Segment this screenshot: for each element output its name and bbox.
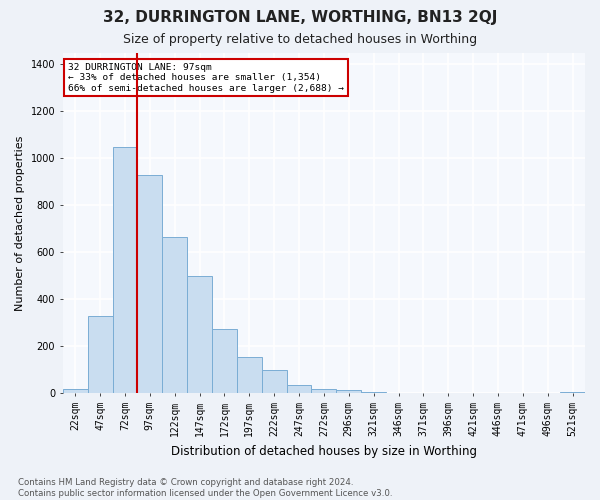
Bar (361, 392, 386, 394)
Bar (63, 388, 88, 394)
Y-axis label: Number of detached properties: Number of detached properties (15, 135, 25, 310)
Bar (88, 316, 113, 394)
Bar (187, 276, 212, 394)
X-axis label: Distribution of detached houses by size in Worthing: Distribution of detached houses by size … (171, 444, 477, 458)
Bar (287, 385, 311, 394)
Bar (560, 392, 585, 394)
Bar (212, 328, 237, 394)
Text: 32, DURRINGTON LANE, WORTHING, BN13 2QJ: 32, DURRINGTON LANE, WORTHING, BN13 2QJ (103, 10, 497, 25)
Bar (311, 388, 337, 394)
Text: Size of property relative to detached houses in Worthing: Size of property relative to detached ho… (123, 32, 477, 46)
Text: 32 DURRINGTON LANE: 97sqm
← 33% of detached houses are smaller (1,354)
66% of se: 32 DURRINGTON LANE: 97sqm ← 33% of detac… (68, 62, 344, 92)
Bar (337, 390, 361, 394)
Bar (113, 146, 137, 394)
Text: Contains HM Land Registry data © Crown copyright and database right 2024.
Contai: Contains HM Land Registry data © Crown c… (18, 478, 392, 498)
Bar (262, 370, 287, 394)
Bar (137, 174, 162, 394)
Bar (237, 357, 262, 394)
Bar (162, 237, 187, 394)
